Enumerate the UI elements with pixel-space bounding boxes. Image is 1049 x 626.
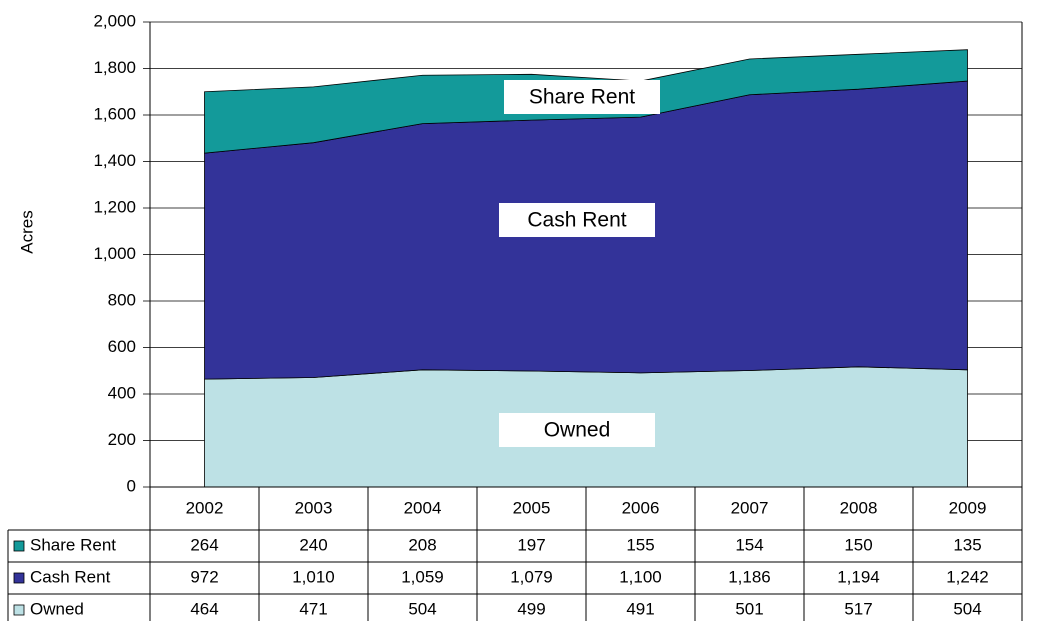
annotation-box bbox=[499, 413, 655, 447]
x-tick-label: 2007 bbox=[731, 498, 769, 517]
x-tick-label: 2005 bbox=[513, 498, 551, 517]
table-value: 240 bbox=[299, 535, 327, 554]
annotation-box bbox=[499, 203, 655, 237]
table-value: 208 bbox=[408, 535, 436, 554]
table-value: 501 bbox=[735, 599, 763, 618]
legend-swatch bbox=[13, 572, 25, 584]
annotation: Share Rent bbox=[529, 86, 635, 109]
y-tick-label: 600 bbox=[108, 337, 136, 356]
table-value: 197 bbox=[517, 535, 545, 554]
x-tick-label: 2002 bbox=[186, 498, 224, 517]
annotation: Cash Rent bbox=[527, 209, 626, 232]
table-value: 1,100 bbox=[619, 567, 662, 586]
y-axis-label: Acres bbox=[17, 210, 36, 253]
x-tick-label: 2006 bbox=[622, 498, 660, 517]
x-tick-label: 2008 bbox=[840, 498, 878, 517]
table-value: 1,010 bbox=[292, 567, 335, 586]
table-value: 1,242 bbox=[946, 567, 989, 586]
table-value: 1,079 bbox=[510, 567, 553, 586]
legend-swatch bbox=[13, 604, 25, 616]
table-value: 471 bbox=[299, 599, 327, 618]
table-value: 464 bbox=[190, 599, 218, 618]
table-value: 972 bbox=[190, 567, 218, 586]
y-tick-label: 1,000 bbox=[93, 244, 136, 263]
table-value: 1,186 bbox=[728, 567, 771, 586]
y-tick-label: 200 bbox=[108, 430, 136, 449]
table-value: 1,059 bbox=[401, 567, 444, 586]
y-tick-label: 1,800 bbox=[93, 58, 136, 77]
table-value: 491 bbox=[626, 599, 654, 618]
table-value: 150 bbox=[844, 535, 872, 554]
table-value: 154 bbox=[735, 535, 763, 554]
x-tick-label: 2003 bbox=[295, 498, 333, 517]
y-tick-label: 0 bbox=[127, 476, 136, 495]
legend-swatch bbox=[13, 540, 25, 552]
legend-label: Share Rent bbox=[30, 535, 116, 554]
table-value: 135 bbox=[953, 535, 981, 554]
table-value: 504 bbox=[408, 599, 436, 618]
table-value: 499 bbox=[517, 599, 545, 618]
annotation: Owned bbox=[544, 419, 611, 442]
x-tick-label: 2004 bbox=[404, 498, 442, 517]
table-value: 1,194 bbox=[837, 567, 880, 586]
y-tick-label: 800 bbox=[108, 290, 136, 309]
annotation-box bbox=[504, 80, 660, 114]
legend-label: Owned bbox=[30, 599, 84, 618]
table-value: 504 bbox=[953, 599, 981, 618]
x-tick-label: 2009 bbox=[949, 498, 987, 517]
table-value: 517 bbox=[844, 599, 872, 618]
y-tick-label: 1,400 bbox=[93, 151, 136, 170]
y-tick-label: 1,200 bbox=[93, 197, 136, 216]
y-tick-label: 400 bbox=[108, 383, 136, 402]
y-tick-label: 2,000 bbox=[93, 11, 136, 30]
table-value: 264 bbox=[190, 535, 218, 554]
y-tick-label: 1,600 bbox=[93, 104, 136, 123]
legend-label: Cash Rent bbox=[30, 567, 111, 586]
table-value: 155 bbox=[626, 535, 654, 554]
